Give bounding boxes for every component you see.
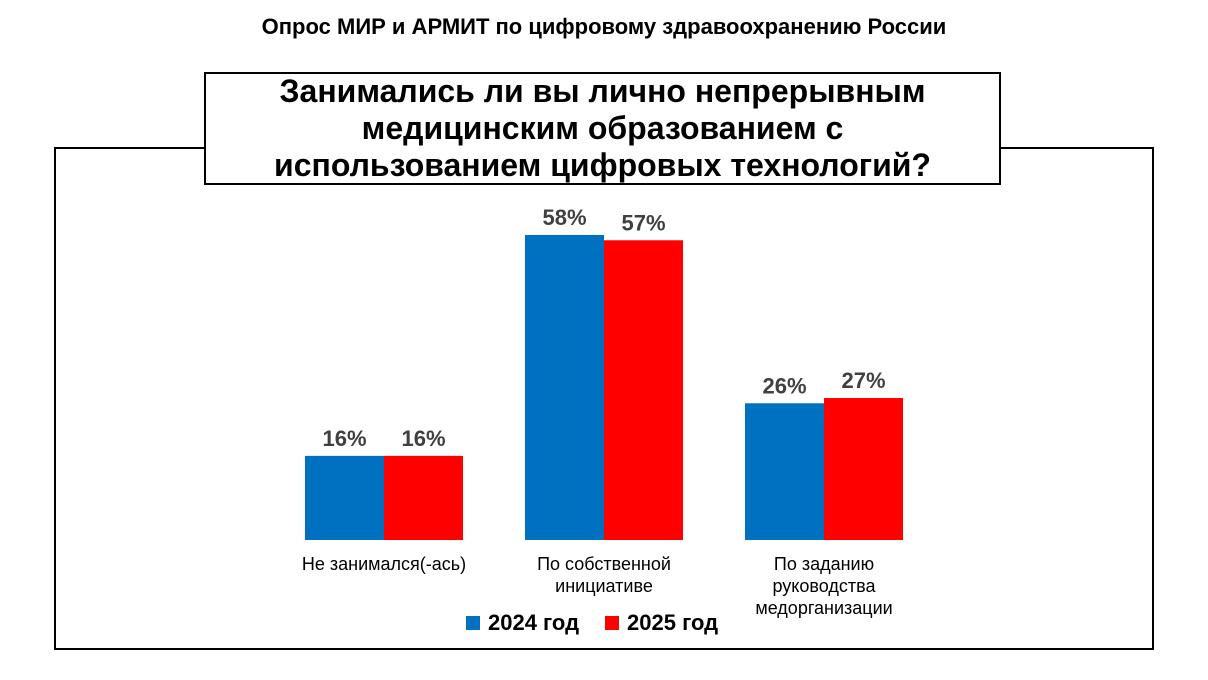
value-label-2024-cat3: 26% [762, 373, 806, 398]
value-label-2025-cat1: 16% [401, 426, 445, 451]
value-label-2025-cat2: 57% [621, 210, 665, 235]
bar-2024-cat3 [745, 403, 824, 540]
category-label-3-line2: руководства [773, 576, 877, 596]
category-label-2-line1: По собственной [537, 554, 671, 574]
bar-2024-cat2 [525, 235, 604, 540]
bar-2024-cat1 [305, 455, 384, 540]
bar-2025-cat3 [824, 398, 903, 540]
value-label-2024-cat1: 16% [322, 426, 366, 451]
value-label-2024-cat2: 58% [542, 205, 586, 230]
chart-legend: 2024 год 2025 год [466, 610, 718, 636]
page-title: Опрос МИР и АРМИТ по цифровому здравоохр… [261, 14, 947, 39]
legend-label-2025: 2025 год [627, 610, 719, 635]
category-label-3-line3: медорганизации [755, 598, 892, 618]
chart-title: Занимались ли вы лично непрерывным медиц… [204, 72, 1001, 185]
legend-label-2024: 2024 год [488, 610, 580, 635]
category-label-2-line2: инициативе [555, 576, 653, 596]
bar-2025-cat1 [384, 455, 463, 540]
bar-2025-cat2 [604, 240, 683, 541]
legend-swatch-2025 [605, 616, 620, 630]
legend-swatch-2024 [466, 616, 480, 630]
category-label-1-line1: Не занимался(-ась) [302, 554, 466, 574]
value-label-2025-cat3: 27% [841, 368, 885, 393]
category-label-3-line1: По заданию [774, 554, 874, 574]
legend-item-2024: 2024 год [466, 610, 579, 636]
legend-item-2025: 2025 год [605, 610, 718, 636]
